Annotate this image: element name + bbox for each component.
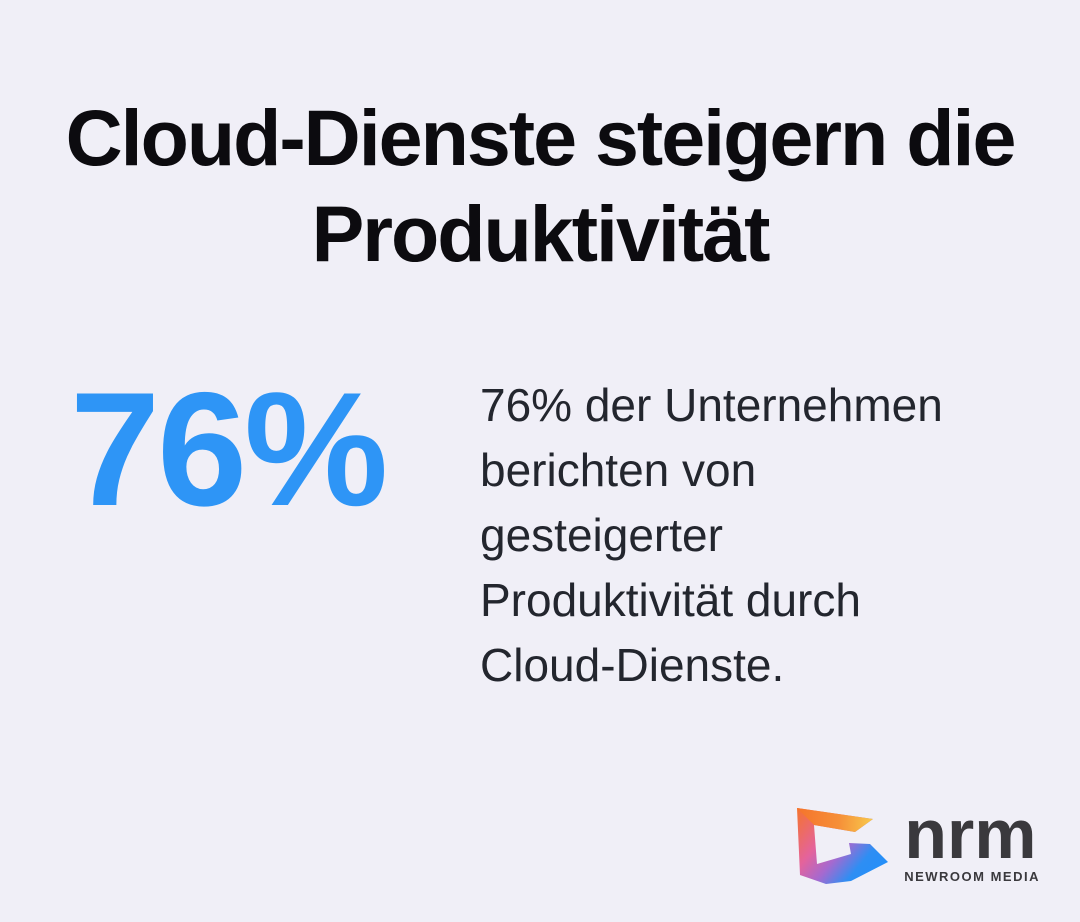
logo-wordmark: nrm [904,794,1037,873]
stat-value: 76% [70,359,388,540]
page-title: Cloud-Dienste steigern die Produktivität [65,93,1017,278]
newroom-media-angular-g-icon [797,808,889,884]
brand-logo: nrm NEWROOM MEDIA [791,798,1040,890]
stat-description: 76% der Unternehmen berichten von gestei… [480,379,943,691]
logo-text-block: nrm NEWROOM MEDIA [904,794,1040,884]
logo-tagline: NEWROOM MEDIA [904,868,1040,884]
